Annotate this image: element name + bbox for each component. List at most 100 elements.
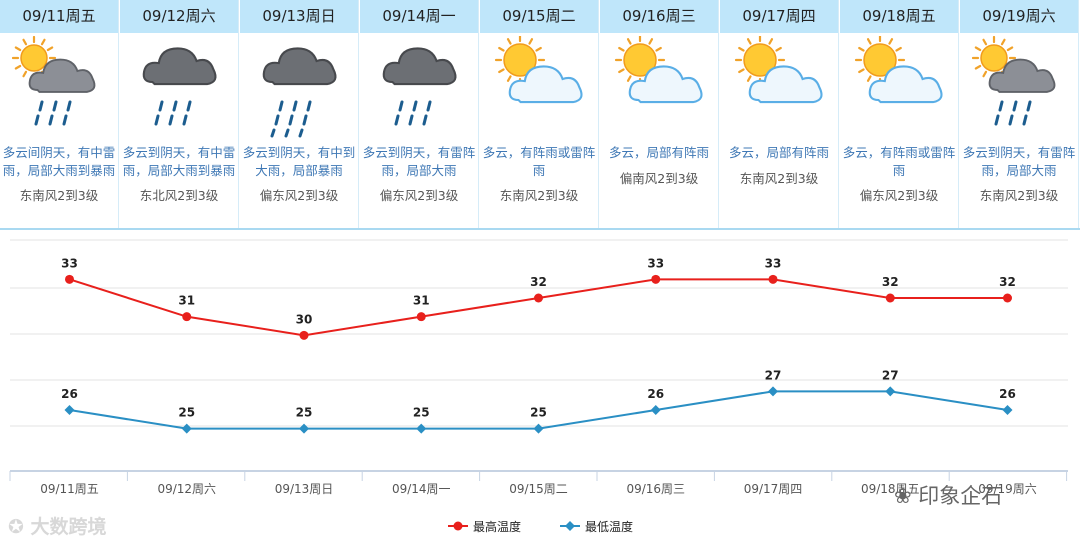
x-tick-label: 09/14周一 (392, 482, 451, 496)
data-point (650, 405, 661, 415)
data-label: 33 (61, 256, 78, 270)
data-label: 32 (999, 275, 1016, 289)
weather-description: 多云到阴天，有中到大雨，局部暴雨 (242, 145, 356, 178)
x-tick-label: 09/12周六 (157, 482, 216, 496)
sun-cloud-icon (492, 34, 587, 140)
day-date: 09/15周二 (480, 0, 598, 33)
sun-cloud-rain-icon (971, 35, 1067, 140)
data-point (65, 274, 74, 284)
weather-description: 多云到阴天，有中雷雨，局部大雨到暴雨 (122, 145, 236, 178)
day-date: 09/12周六 (120, 0, 238, 33)
data-label: 31 (413, 294, 430, 308)
data-point (768, 386, 778, 397)
data-point (1002, 405, 1013, 415)
weibo-icon: ✪ (8, 516, 31, 538)
data-label: 30 (296, 312, 313, 326)
data-label: 27 (765, 368, 782, 382)
sun-shape (11, 35, 57, 81)
x-tick-label: 09/19周六 (978, 482, 1037, 496)
day-date: 09/14周一 (360, 0, 478, 33)
data-label: 25 (296, 406, 313, 420)
wind-info: 偏东风2到3级 (259, 188, 339, 203)
data-point (64, 405, 75, 415)
wind-info: 东南风2到3级 (499, 188, 579, 203)
dark-cloud-rain-icon (372, 36, 467, 140)
sun-cloud-icon (852, 34, 947, 140)
sun-shape (614, 34, 666, 86)
wind-info: 偏南风2到3级 (619, 171, 699, 186)
sun-shape (854, 34, 906, 86)
data-point (416, 312, 426, 322)
x-tick-label: 09/11周五 (40, 482, 99, 496)
x-tick-label: 09/13周日 (275, 482, 334, 496)
dark-cloud-heavy-rain-icon (252, 36, 347, 140)
day-card: 09/15周二 多云，有阵雨或雷阵雨东南风2到3级 (480, 0, 599, 228)
wind-info: 东南风2到3级 (979, 188, 1059, 203)
x-tick-label: 09/15周二 (509, 482, 568, 496)
day-date: 09/17周四 (720, 0, 838, 33)
day-card: 09/14周一 多云到阴天，有雷阵雨，局部大雨偏东风2到3级 (360, 0, 479, 228)
day-card: 09/17周四多云，局部有阵雨 东南风2到3级 (720, 0, 839, 228)
day-date: 09/13周日 (240, 0, 358, 33)
wind-info: 东北风2到3级 (139, 188, 219, 203)
temperature-chart: 09/11周五 09/12周六 09/13周日 09/14周一 09/15周二 09/16… (9, 239, 1068, 534)
data-point (534, 293, 543, 303)
sun-cloud-rain-icon (11, 35, 107, 140)
day-card: 09/18周五 多云，有阵雨或雷阵雨 偏东风2到3级 (840, 0, 959, 228)
wind-info: 东南风2到3级 (739, 171, 819, 186)
day-card: 09/12周六 多云到阴天，有中雷雨，局部大雨到暴雨东北风2到3级 (120, 0, 239, 228)
data-point (533, 423, 544, 434)
weather-description: 多云到阴天，有雷阵雨，局部大雨 (362, 145, 476, 178)
data-point (651, 274, 661, 284)
x-tick-label: 09/16周三 (626, 482, 685, 496)
sun-cloud-icon (732, 34, 827, 140)
data-point (182, 312, 192, 322)
day-card: 09/16周三多云，局部有阵雨 偏南风2到3级 (600, 0, 719, 228)
data-label: 33 (765, 256, 782, 270)
wind-info: 东南风2到3级 (19, 188, 99, 203)
data-label: 32 (530, 275, 547, 289)
x-tick-label: 09/18周五 (861, 482, 920, 496)
data-label: 32 (882, 275, 899, 289)
data-point (299, 330, 309, 340)
data-point (768, 274, 778, 284)
data-label: 26 (647, 387, 664, 401)
day-date: 09/18周五 (840, 0, 958, 33)
data-point (416, 423, 427, 434)
weather-description: 多云，有阵雨或雷阵雨 (842, 145, 956, 178)
dark-cloud-rain-icon (132, 36, 227, 140)
weather-description: 多云，局部有阵雨 (728, 145, 829, 160)
data-label: 27 (882, 368, 899, 382)
day-date: 09/11周五 (0, 0, 118, 33)
watermark-left: ✪ 大数跨境 (8, 516, 107, 538)
day-card: 09/13周日 多云到阴天，有中到大雨，局部暴雨偏东风2到3级 (240, 0, 359, 228)
day-card: 09/11周五 多云间阴天，有中雷雨，局部大雨到暴雨东南风2到3级 (0, 0, 119, 228)
data-label: 25 (413, 406, 430, 420)
legend-marker (565, 521, 575, 531)
data-label: 26 (61, 387, 78, 401)
data-point (299, 423, 309, 434)
watermark-right: ❀ 印象企石 (894, 484, 1003, 508)
data-label: 25 (530, 406, 547, 420)
wind-info: 偏东风2到3级 (379, 188, 459, 203)
day-date: 09/16周三 (600, 0, 718, 33)
data-point (885, 293, 895, 303)
weather-description: 多云，局部有阵雨 (608, 145, 709, 160)
forecast-panel: 09/11周五 多云间阴天，有中雷雨，局部大雨到暴雨 东南风2到3级 09/12周六多… (0, 0, 1080, 230)
data-label: 33 (647, 256, 664, 270)
weather-description: 多云间阴天，有中雷雨，局部大雨到暴雨 (2, 145, 116, 178)
data-label: 26 (999, 387, 1016, 401)
data-point (181, 423, 192, 434)
weather-description: 多云到阴天，有雷阵雨，局部大雨 (962, 145, 1076, 178)
data-point (1003, 293, 1012, 303)
sun-cloud-icon (612, 34, 707, 140)
day-date: 09/19周六 (960, 0, 1078, 33)
day-card: 09/19周六 多云到阴天，有雷阵雨，局部大雨东南风2到3级 (960, 0, 1079, 228)
data-point (885, 386, 896, 397)
data-label: 31 (178, 294, 195, 308)
data-label: 25 (178, 406, 195, 420)
weather-description: 多云，有阵雨或雷阵雨 (482, 145, 596, 178)
legend-label: 最高温度 (473, 519, 521, 534)
legend-marker (453, 521, 463, 531)
legend-label: 最低温度 (585, 519, 633, 534)
